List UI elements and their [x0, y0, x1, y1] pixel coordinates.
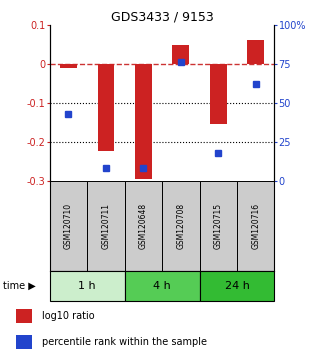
Bar	[200, 271, 274, 301]
Bar	[210, 64, 227, 124]
Bar	[50, 181, 87, 271]
Text: GSM120710: GSM120710	[64, 202, 73, 249]
Text: GSM120716: GSM120716	[251, 202, 260, 249]
Bar	[87, 181, 125, 271]
Bar	[98, 64, 114, 152]
Bar	[200, 181, 237, 271]
Text: GSM120711: GSM120711	[101, 203, 110, 249]
Bar	[237, 181, 274, 271]
Bar	[125, 271, 200, 301]
Text: 4 h: 4 h	[153, 281, 171, 291]
Bar	[50, 271, 125, 301]
Title: GDS3433 / 9153: GDS3433 / 9153	[111, 11, 213, 24]
Bar	[247, 40, 264, 64]
Text: log10 ratio: log10 ratio	[42, 311, 95, 321]
Bar	[16, 309, 32, 323]
Bar	[16, 335, 32, 349]
Text: time ▶: time ▶	[3, 281, 36, 291]
Bar	[125, 181, 162, 271]
Text: GSM120708: GSM120708	[176, 202, 185, 249]
Text: GSM120648: GSM120648	[139, 202, 148, 249]
Text: 24 h: 24 h	[225, 281, 249, 291]
Bar	[60, 64, 77, 68]
Text: GSM120715: GSM120715	[214, 202, 223, 249]
Bar	[172, 45, 189, 64]
Text: 1 h: 1 h	[78, 281, 96, 291]
Bar	[162, 181, 200, 271]
Text: percentile rank within the sample: percentile rank within the sample	[42, 337, 207, 347]
Bar	[135, 64, 152, 178]
